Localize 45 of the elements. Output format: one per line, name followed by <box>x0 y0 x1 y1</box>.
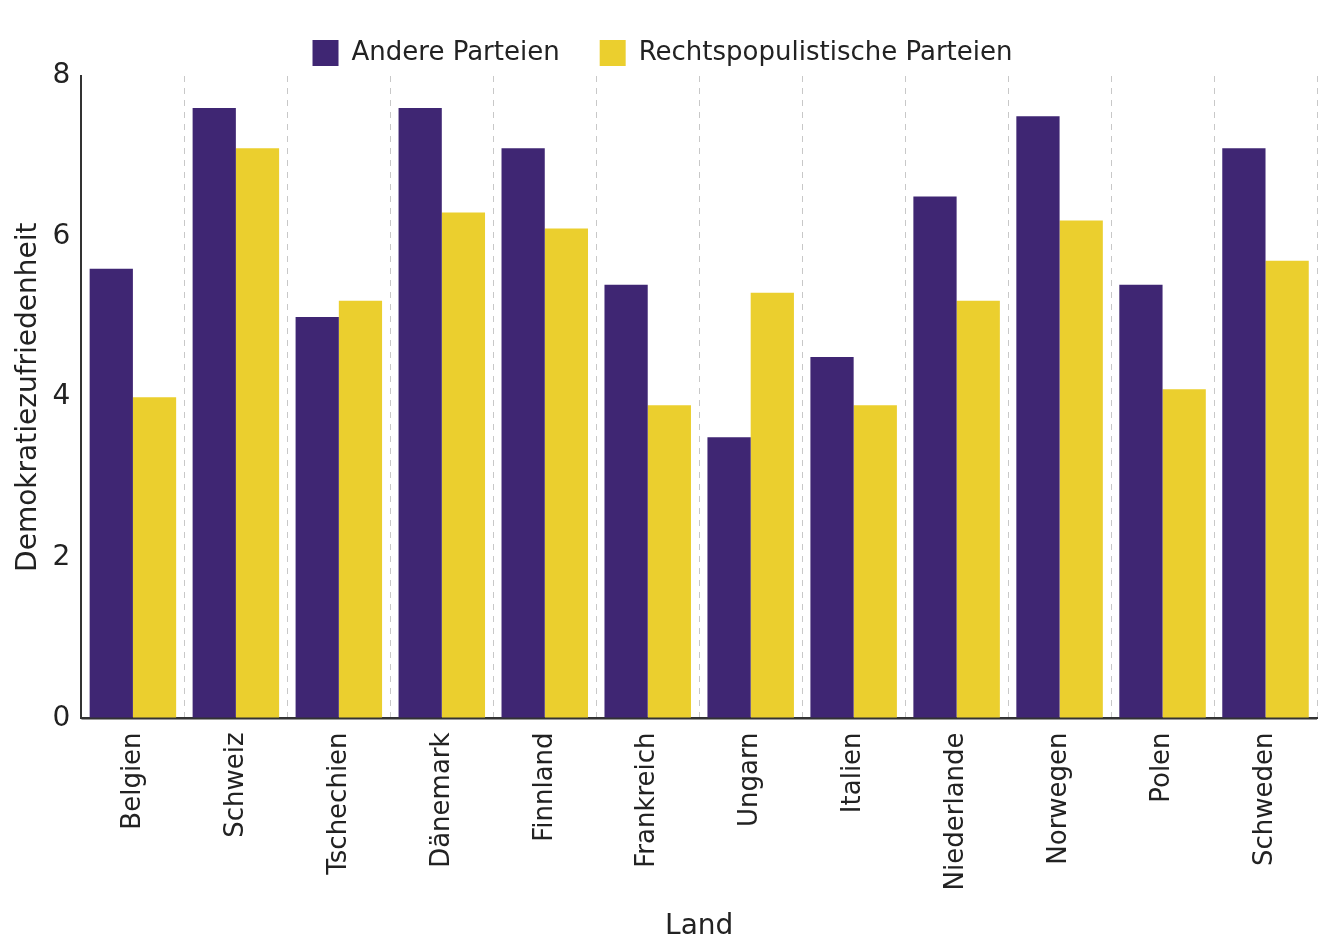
bar <box>338 300 383 719</box>
bar <box>1119 284 1163 719</box>
legend-label: Rechtspopulistische Parteien <box>638 35 1013 66</box>
x-axis-title: Land <box>665 908 734 942</box>
bar <box>89 268 133 719</box>
legend-label: Andere Parteien <box>351 35 560 66</box>
bar <box>1162 389 1206 719</box>
y-tick-label: 8 <box>52 57 71 91</box>
x-tick-label: Schweden <box>1248 732 1279 866</box>
bar <box>1265 260 1309 719</box>
x-tick-label: Tschechien <box>321 732 352 876</box>
x-tick-label: Norwegen <box>1042 732 1073 865</box>
bar <box>132 397 177 719</box>
x-tick-label: Ungarn <box>733 732 764 828</box>
bar <box>192 108 236 719</box>
bar <box>604 284 648 719</box>
bar <box>1059 220 1103 719</box>
x-tick-label: Dänemark <box>424 732 455 868</box>
y-tick-label: 6 <box>52 217 71 251</box>
x-tick-label: Frankreich <box>630 732 661 868</box>
x-tick-label: Niederlande <box>939 732 970 891</box>
bar <box>853 405 897 719</box>
y-tick-label: 0 <box>52 699 71 733</box>
x-tick-label: Finnland <box>527 732 558 842</box>
y-tick-label: 4 <box>52 378 71 412</box>
x-tick-label: Belgien <box>115 732 146 830</box>
bar <box>235 148 280 719</box>
x-tick-label: Polen <box>1145 732 1176 803</box>
bar <box>501 148 545 719</box>
y-axis-title: Demokratiezufriedenheit <box>10 222 44 572</box>
bar <box>707 437 751 719</box>
bar <box>398 108 442 719</box>
y-tick-label: 2 <box>52 539 71 573</box>
bar <box>295 316 339 719</box>
bar <box>1016 116 1060 719</box>
bar <box>1222 148 1266 719</box>
x-tick-label: Italien <box>836 732 867 814</box>
bar <box>810 357 854 719</box>
bar <box>441 212 486 719</box>
bar <box>647 405 691 719</box>
bar <box>750 292 794 719</box>
bar <box>956 300 1000 719</box>
bar <box>913 196 957 719</box>
bar <box>544 228 589 719</box>
x-tick-label: Schweiz <box>218 732 249 838</box>
